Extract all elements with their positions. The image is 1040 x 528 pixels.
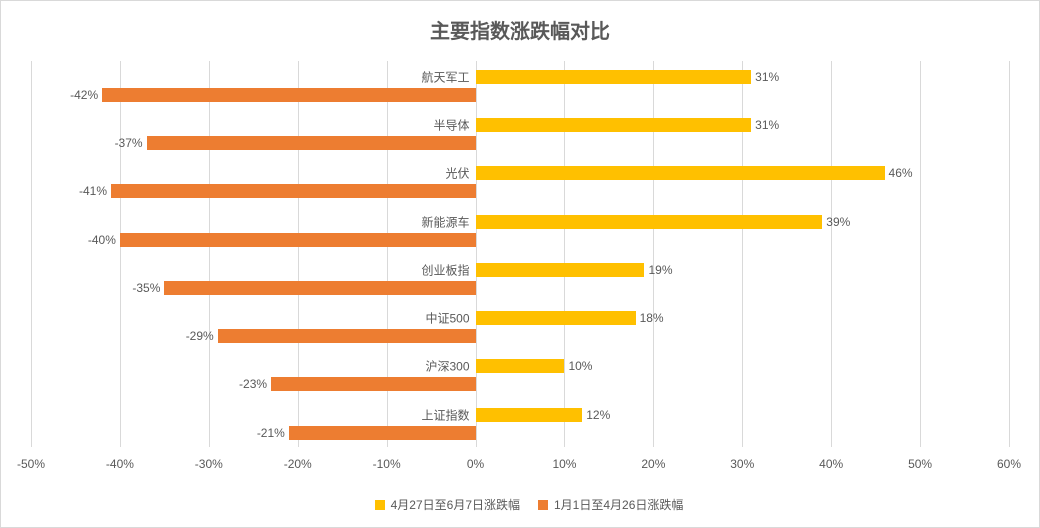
bar-series-1 (102, 88, 475, 102)
bar-series-1 (289, 426, 476, 440)
value-label: 46% (885, 166, 913, 180)
category-label: 新能源车 (422, 213, 476, 230)
bar-series-0 (476, 359, 565, 373)
bar-series-1 (271, 377, 475, 391)
value-label: 19% (644, 263, 672, 277)
legend-swatch (538, 500, 548, 510)
value-label: 18% (636, 311, 664, 325)
value-label: -29% (186, 329, 218, 343)
value-label: 12% (582, 408, 610, 422)
value-label: -37% (115, 136, 147, 150)
bar-series-0 (476, 70, 752, 84)
category-label: 光伏 (446, 165, 476, 182)
gridline (1009, 61, 1010, 447)
x-tick-label: 40% (819, 457, 843, 471)
plot-area: -50%-40%-30%-20%-10%0%10%20%30%40%50%60%… (31, 61, 1009, 447)
x-tick-label: -20% (284, 457, 312, 471)
category-label: 创业板指 (422, 261, 476, 278)
x-tick-label: 30% (730, 457, 754, 471)
x-tick-label: -10% (373, 457, 401, 471)
bar-series-0 (476, 263, 645, 277)
value-label: -42% (70, 88, 102, 102)
x-tick-label: 60% (997, 457, 1021, 471)
value-label: 31% (751, 70, 779, 84)
bar-series-1 (147, 136, 476, 150)
bar-series-1 (218, 329, 476, 343)
x-tick-label: 0% (467, 457, 484, 471)
value-label: 10% (564, 359, 592, 373)
chart-title: 主要指数涨跌幅对比 (1, 1, 1039, 44)
category-label: 沪深300 (426, 358, 476, 375)
value-label: -23% (239, 377, 271, 391)
category-label: 半导体 (434, 117, 476, 134)
legend: 4月27日至6月7日涨跌幅 1月1日至4月26日涨跌幅 (1, 496, 1039, 513)
x-tick-label: 50% (908, 457, 932, 471)
value-label: 39% (822, 215, 850, 229)
value-label: -40% (88, 233, 120, 247)
bar-series-0 (476, 118, 752, 132)
x-tick-label: -40% (106, 457, 134, 471)
legend-label: 1月1日至4月26日涨跌幅 (554, 498, 683, 512)
legend-label: 4月27日至6月7日涨跌幅 (391, 498, 520, 512)
value-label: 31% (751, 118, 779, 132)
bar-series-1 (120, 233, 476, 247)
x-tick-label: 10% (552, 457, 576, 471)
chart-container: 主要指数涨跌幅对比 -50%-40%-30%-20%-10%0%10%20%30… (0, 0, 1040, 528)
gridline (920, 61, 921, 447)
gridline (31, 61, 32, 447)
bar-series-0 (476, 166, 885, 180)
value-label: -35% (132, 281, 164, 295)
value-label: -21% (257, 426, 289, 440)
gridline (831, 61, 832, 447)
x-tick-label: 20% (641, 457, 665, 471)
bar-series-0 (476, 215, 823, 229)
x-tick-label: -50% (17, 457, 45, 471)
gridline (209, 61, 210, 447)
bar-series-0 (476, 311, 636, 325)
gridline (120, 61, 121, 447)
value-label: -41% (79, 184, 111, 198)
legend-swatch (375, 500, 385, 510)
category-label: 中证500 (426, 310, 476, 327)
bar-series-1 (111, 184, 476, 198)
category-label: 航天军工 (422, 68, 476, 85)
bar-series-0 (476, 408, 583, 422)
x-tick-label: -30% (195, 457, 223, 471)
category-label: 上证指数 (422, 406, 476, 423)
bar-series-1 (164, 281, 475, 295)
